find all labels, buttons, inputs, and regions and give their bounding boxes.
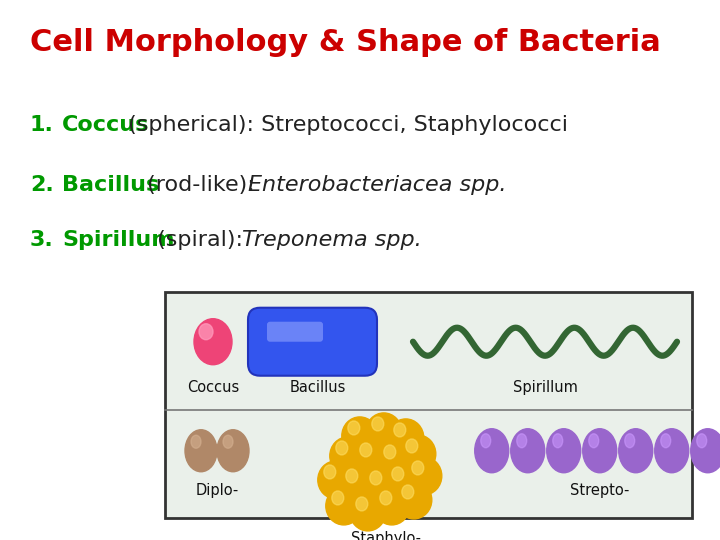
Text: Strepto-: Strepto- [570,483,629,498]
Ellipse shape [396,481,432,519]
Text: 2.: 2. [30,175,54,195]
Ellipse shape [330,437,366,475]
Ellipse shape [325,487,362,525]
Ellipse shape [354,439,390,477]
Ellipse shape [510,429,545,472]
Text: Staphylo-: Staphylo- [351,531,420,540]
Ellipse shape [697,434,707,448]
Ellipse shape [332,491,344,505]
Ellipse shape [374,487,410,525]
Text: Diplo-: Diplo- [195,483,238,498]
Ellipse shape [690,429,720,472]
Ellipse shape [589,434,599,448]
Text: (rod-like):: (rod-like): [140,175,262,195]
Ellipse shape [366,413,402,451]
Text: 3.: 3. [30,230,54,250]
Ellipse shape [553,434,563,448]
Ellipse shape [191,435,201,448]
Text: Treponema spp.: Treponema spp. [241,230,421,250]
Ellipse shape [384,445,396,459]
Text: Coccus: Coccus [62,115,149,135]
Ellipse shape [324,465,336,479]
FancyBboxPatch shape [267,322,323,342]
FancyBboxPatch shape [248,308,377,376]
Text: Cell Morphology & Shape of Bacteria: Cell Morphology & Shape of Bacteria [30,28,661,57]
Ellipse shape [406,439,418,453]
Ellipse shape [654,429,689,472]
Ellipse shape [336,441,348,455]
Ellipse shape [474,429,509,472]
Ellipse shape [402,485,414,499]
Ellipse shape [356,497,368,511]
Ellipse shape [378,441,414,479]
Ellipse shape [400,435,436,473]
Text: Coccus: Coccus [187,380,239,395]
Ellipse shape [348,421,360,435]
Ellipse shape [360,443,372,457]
Text: Bacillus: Bacillus [289,380,346,395]
Ellipse shape [350,493,386,531]
Text: Spirillum: Spirillum [513,380,577,395]
Ellipse shape [625,434,635,448]
Ellipse shape [517,434,527,448]
Text: (spiral):: (spiral): [150,230,251,250]
Ellipse shape [392,467,404,481]
Ellipse shape [481,434,491,448]
Ellipse shape [223,435,233,448]
Text: Enterobacteriacea spp.: Enterobacteriacea spp. [248,175,507,195]
Ellipse shape [342,417,378,455]
Ellipse shape [199,323,213,340]
FancyBboxPatch shape [165,292,692,518]
Text: Spirillum: Spirillum [62,230,174,250]
Ellipse shape [388,419,424,457]
Text: Bacillus: Bacillus [62,175,159,195]
Ellipse shape [661,434,671,448]
Ellipse shape [394,423,406,437]
Ellipse shape [370,471,382,485]
Ellipse shape [372,417,384,431]
Ellipse shape [546,429,581,472]
Ellipse shape [346,469,358,483]
Ellipse shape [185,430,217,472]
Ellipse shape [582,429,617,472]
Ellipse shape [412,461,424,475]
Ellipse shape [380,491,392,505]
Ellipse shape [618,429,653,472]
Text: (spherical): Streptococci, Staphylococci: (spherical): Streptococci, Staphylococci [121,115,568,135]
Ellipse shape [386,463,422,501]
Ellipse shape [194,319,232,364]
Ellipse shape [217,430,249,472]
Ellipse shape [406,457,442,495]
Ellipse shape [318,461,354,499]
Ellipse shape [364,467,400,505]
Text: 1.: 1. [30,115,54,135]
Ellipse shape [340,465,376,503]
